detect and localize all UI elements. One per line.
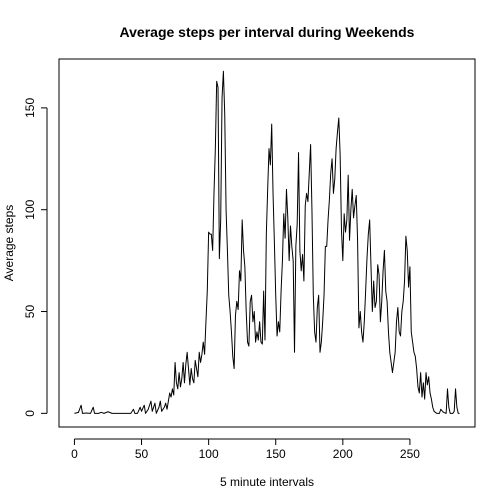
y-tick-label-2: 100 bbox=[23, 199, 37, 219]
series-line-0 bbox=[74, 70, 460, 414]
y-axis: 0 50 100 150 bbox=[23, 98, 48, 417]
x-tick-label-2: 100 bbox=[199, 447, 219, 461]
plot-area bbox=[74, 70, 460, 414]
x-axis-label: 5 minute intervals bbox=[220, 475, 314, 489]
chart-title: Average steps per interval during Weeken… bbox=[120, 24, 415, 40]
plot-frame bbox=[58, 58, 476, 428]
y-tick-label-3: 150 bbox=[23, 98, 37, 118]
x-tick-label-4: 200 bbox=[333, 447, 353, 461]
y-tick-label-1: 50 bbox=[23, 305, 37, 319]
x-tick-label-3: 150 bbox=[266, 447, 286, 461]
x-tick-label-5: 250 bbox=[400, 447, 420, 461]
y-tick-label-0: 0 bbox=[23, 410, 37, 417]
x-tick-label-0: 0 bbox=[71, 447, 78, 461]
x-axis: 0 50 100 150 200 250 bbox=[71, 438, 420, 461]
x-tick-label-1: 50 bbox=[135, 447, 149, 461]
y-axis-label: Average steps bbox=[2, 205, 16, 282]
